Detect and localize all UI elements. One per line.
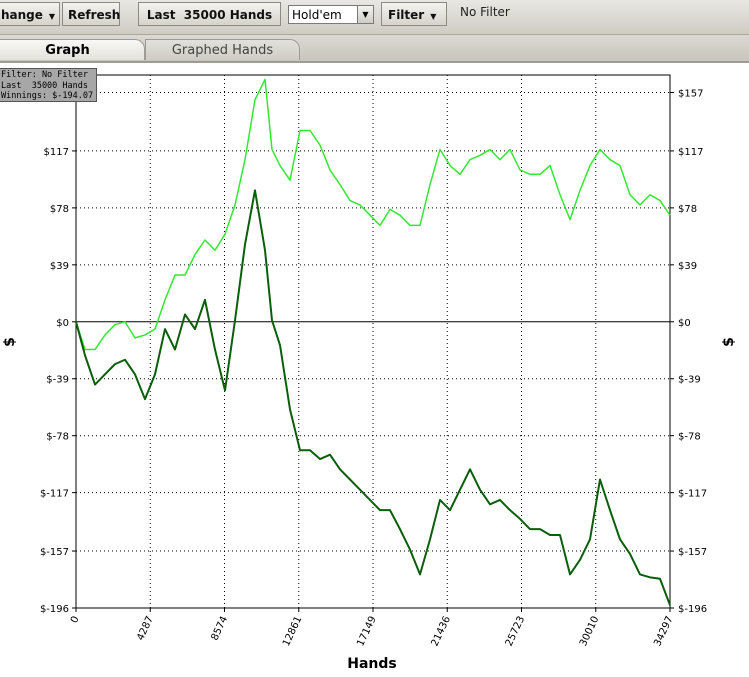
filter-status: No Filter (460, 5, 510, 19)
y-tick-label: $-39 (46, 375, 69, 386)
x-axis-label: Hands (347, 656, 397, 672)
x-tick-label: 12861 (281, 615, 304, 648)
y-tick-label: $-78 (678, 432, 701, 443)
filter-button[interactable]: Filter ▼ (381, 2, 447, 26)
y-tick-label: $-39 (678, 375, 701, 386)
button-label: hange (1, 8, 43, 22)
y-tick-label: $157 (678, 89, 703, 100)
chart: Hands $ $ $-196 $-196 $-157 $-157 $-117 $-117… (2, 74, 737, 672)
tab[interactable]: Graphed Hands (145, 39, 300, 60)
y-tick-label: $0 (678, 318, 691, 329)
y-tick-label: $0 (56, 318, 69, 329)
x-tick-label: 17149 (355, 615, 378, 648)
tab[interactable]: Graph (0, 39, 145, 60)
y-tick-label: $-196 (678, 604, 707, 615)
info-box: Filter: No Filter Last 35000 Hands Winning… (0, 68, 97, 102)
y-tick-label: $-117 (40, 489, 69, 500)
info-line: Winnings: $-194.07 (1, 91, 94, 101)
refresh-button[interactable]: Refresh (62, 2, 120, 26)
y-tick-label: $-117 (678, 489, 707, 500)
info-line: Filter: No Filter (1, 70, 88, 80)
button-label: Refresh (68, 8, 121, 22)
line-series (75, 78, 671, 351)
button-label: Filter (388, 8, 425, 22)
y-axis-label: $ (2, 337, 18, 347)
select-value: Hold'em (292, 8, 342, 22)
y-tick-label: $78 (50, 204, 69, 215)
x-tick-label: 4287 (135, 615, 156, 643)
game-select[interactable]: Hold'em ▼ (288, 5, 374, 24)
info-line: Last 35000 Hands (1, 80, 88, 91)
line-series (75, 189, 671, 606)
y-tick-label: $-157 (678, 547, 707, 558)
plot-frame (75, 74, 671, 609)
x-tick-label: 34297 (652, 615, 675, 648)
y-tick-label: $-157 (40, 547, 69, 558)
y-tick-label: $39 (50, 261, 69, 272)
x-tick-label: 0 (69, 615, 82, 625)
x-tick-label: 30010 (578, 615, 601, 648)
hands-button[interactable]: Last 35000 Hands (138, 2, 281, 26)
y-tick-label: $-78 (46, 432, 69, 443)
x-tick-label: 21436 (430, 615, 453, 648)
x-tick-label: 25723 (504, 615, 527, 648)
y-tick-label: $117 (678, 147, 703, 158)
y-tick-label: $-196 (40, 604, 69, 615)
y-tick-label: $78 (678, 204, 697, 215)
x-tick-label: 8574 (209, 615, 230, 643)
toolbar: hange ▼ Refresh Last 35000 Hands Hold'em ▼… (0, 0, 749, 35)
button-label: Last 35000 Hands (146, 8, 273, 22)
y-tick-label: $117 (44, 147, 69, 158)
y-axis-label: $ (721, 337, 737, 347)
y-tick-label: $39 (678, 261, 697, 272)
tab-bar: Graph Graphed Hands (0, 35, 749, 63)
change-button[interactable]: hange ▼ (0, 2, 60, 26)
